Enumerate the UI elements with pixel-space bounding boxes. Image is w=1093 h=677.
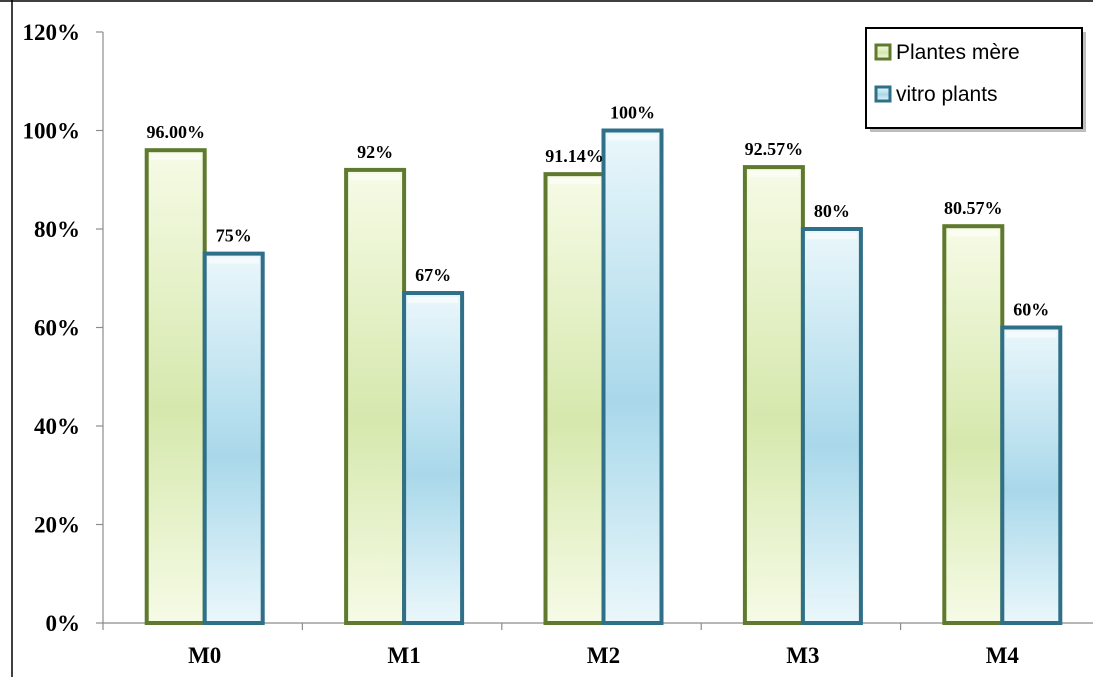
bar-bevel-highlight [208,257,259,264]
bar-plantes-mere-m2 [543,172,606,625]
legend-swatch [874,85,892,103]
bar-vitro-plants-m0 [202,251,265,625]
bar-bevel-highlight [748,171,799,178]
y-tick-label: 0% [46,611,81,636]
bar-bevel-highlight [408,297,459,304]
data-label: 80.57% [944,198,1003,218]
data-label: 60% [1013,300,1049,320]
legend: Plantes mère vitro plants [865,27,1086,132]
data-label: 75% [216,226,252,246]
bar-plantes-mere-m4 [942,224,1005,625]
data-label: 96.00% [146,122,205,142]
data-label: 92.57% [745,139,804,159]
legend-swatch [874,43,892,61]
data-labels: 96.00% 75% 92% 67% 91.14% 100% 92.57% 80% 80.57%… [146,103,1049,320]
x-tick-label: M0 [188,643,221,668]
x-tick-label: M4 [986,643,1020,668]
data-label: 91.14% [545,146,604,166]
bar-vitro-plants-m3 [800,227,863,625]
bar-bevel-highlight [150,154,201,161]
bar-plantes-mere-m3 [742,165,805,625]
legend-label: vitro plants [896,83,998,106]
bar-bevel-highlight [607,134,658,141]
x-tick-label: M2 [587,643,620,668]
bar-bevel-highlight [549,178,600,185]
y-tick-label: 120% [23,20,81,45]
bar-vitro-plants-m1 [402,291,465,625]
data-label: 92% [357,142,393,162]
y-tick-label: 40% [34,414,80,439]
x-tick-label: M1 [387,643,420,668]
data-label: 67% [415,265,451,285]
bar-bevel-highlight [948,230,999,237]
y-tick-label: 80% [34,217,80,242]
legend-box [865,27,1083,129]
axes: 0% 20% 40% 60% 80% 100% 120% M0 M1 M2 M3 M4 [23,20,1093,668]
bar-plantes-mere-m0 [144,148,207,625]
legend-label: Plantes mère [896,41,1020,64]
bar-bevel-highlight [1006,331,1057,338]
y-tick-label: 100% [23,119,81,144]
x-tick-label: M3 [786,643,819,668]
data-label: 80% [814,201,850,221]
y-tick-label: 20% [34,513,80,538]
bar-plantes-mere-m1 [344,167,407,625]
bar-bevel-highlight [350,173,401,180]
bar-vitro-plants-m2 [601,128,664,625]
bar-vitro-plants-m4 [1000,325,1063,625]
bar-bevel-highlight [806,233,857,239]
bars [144,128,1063,625]
data-label: 100% [610,103,655,123]
y-tick-label: 60% [34,316,80,341]
